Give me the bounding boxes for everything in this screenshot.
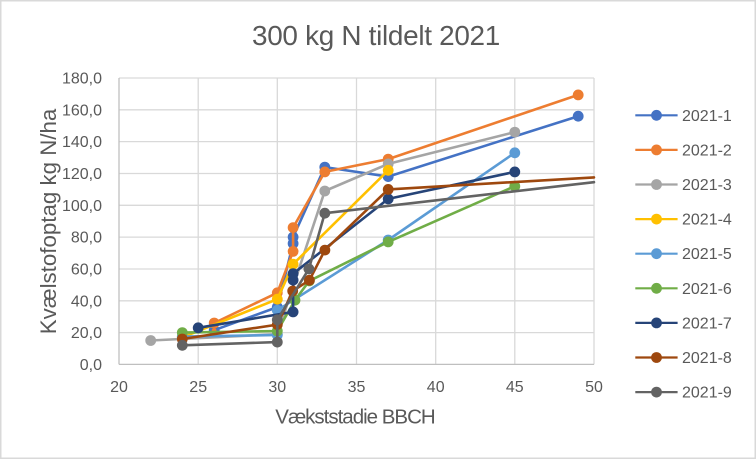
svg-text:2021-3: 2021-3 [682,177,732,194]
svg-text:40: 40 [427,379,445,396]
svg-text:Vækststadie BBCH: Vækststadie BBCH [275,406,435,429]
svg-text:120,0: 120,0 [62,166,102,183]
svg-text:50: 50 [585,379,603,396]
svg-text:180,0: 180,0 [62,71,102,88]
svg-text:20: 20 [110,379,128,396]
svg-text:35: 35 [348,379,366,396]
svg-text:160,0: 160,0 [62,102,102,119]
svg-text:2021-1: 2021-1 [682,108,732,125]
svg-text:2021-4: 2021-4 [682,212,732,229]
svg-text:2021-9: 2021-9 [682,385,732,402]
svg-text:60,0: 60,0 [71,262,102,279]
svg-text:2021-2: 2021-2 [682,142,732,159]
svg-text:2021-6: 2021-6 [682,281,732,298]
svg-text:0,0: 0,0 [80,357,102,374]
svg-text:Kvælstofoptag kg N/ha: Kvælstofoptag kg N/ha [36,108,61,334]
svg-text:2021-7: 2021-7 [682,315,732,332]
svg-text:80,0: 80,0 [71,230,102,247]
svg-text:30: 30 [268,379,286,396]
svg-text:100,0: 100,0 [62,198,102,215]
svg-text:40,0: 40,0 [71,293,102,310]
svg-text:20,0: 20,0 [71,325,102,342]
svg-text:300 kg N tildelt 2021: 300 kg N tildelt 2021 [252,20,500,51]
svg-text:2021-5: 2021-5 [682,246,732,263]
svg-text:2021-8: 2021-8 [682,350,732,367]
svg-text:45: 45 [506,379,524,396]
svg-text:140,0: 140,0 [62,134,102,151]
svg-text:25: 25 [189,379,207,396]
